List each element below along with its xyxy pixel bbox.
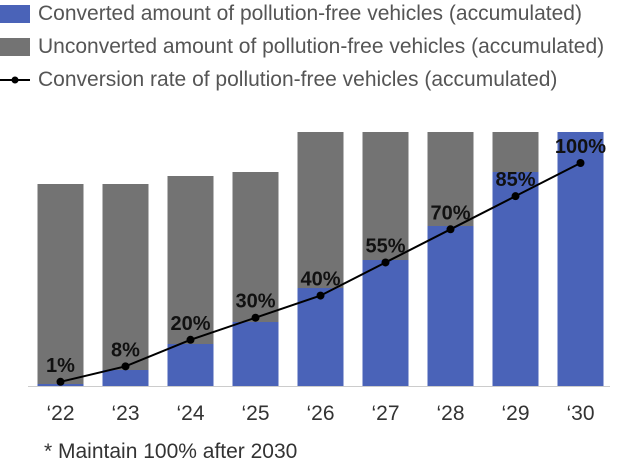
bar-converted	[297, 288, 344, 386]
bar-unconverted	[167, 176, 214, 344]
rate-point	[56, 377, 65, 386]
bar-converted	[232, 322, 279, 386]
rate-point	[316, 291, 325, 300]
rate-data-label: 85%	[495, 169, 535, 191]
rate-data-label: 1%	[46, 355, 75, 377]
x-tick-label: ‘29	[501, 402, 529, 425]
rate-data-label: 100%	[555, 136, 606, 158]
rate-data-label: 70%	[430, 202, 470, 224]
rate-point	[381, 258, 390, 267]
rate-line-swatch	[0, 76, 30, 84]
footnote: * Maintain 100% after 2030	[44, 440, 298, 463]
bar-unconverted	[102, 184, 149, 370]
bar-unconverted	[427, 132, 474, 226]
legend-label-converted: Converted amount of pollution-free vehic…	[38, 2, 582, 25]
bar-unconverted	[37, 184, 84, 384]
bar-converted	[492, 172, 539, 386]
bar-unconverted	[232, 172, 279, 322]
bar-converted	[102, 370, 149, 386]
bar-converted	[557, 132, 604, 386]
rate-point	[186, 335, 195, 344]
bar-converted	[167, 344, 214, 386]
legend-label-unconverted: Unconverted amount of pollution-free veh…	[38, 35, 605, 58]
bar-unconverted	[362, 132, 409, 260]
unconverted-swatch	[0, 38, 30, 56]
x-tick-label: ‘25	[241, 402, 269, 425]
bar-converted	[362, 260, 409, 386]
rate-point	[121, 362, 130, 371]
rate-point	[446, 225, 455, 234]
legend-label-rate: Conversion rate of pollution-free vehicl…	[38, 68, 558, 91]
x-tick-label: ‘26	[306, 402, 334, 425]
bar-unconverted	[297, 132, 344, 288]
rate-point	[576, 159, 585, 167]
rate-data-label: 8%	[111, 339, 140, 361]
bar-unconverted	[492, 132, 539, 172]
rate-data-label: 30%	[235, 291, 275, 313]
rate-data-label: 40%	[300, 269, 340, 291]
rate-data-label: 20%	[170, 313, 210, 335]
converted-swatch	[0, 5, 30, 23]
x-tick-label: ‘22	[46, 402, 74, 425]
x-tick-label: ‘30	[566, 402, 594, 425]
rate-data-label: 55%	[365, 235, 405, 257]
rate-point	[511, 192, 520, 201]
x-tick-label: ‘23	[111, 402, 139, 425]
x-tick-label: ‘28	[436, 402, 464, 425]
x-tick-label: ‘24	[176, 402, 204, 425]
x-tick-label: ‘27	[371, 402, 399, 425]
bar-converted	[427, 226, 474, 386]
rate-point	[251, 313, 260, 322]
